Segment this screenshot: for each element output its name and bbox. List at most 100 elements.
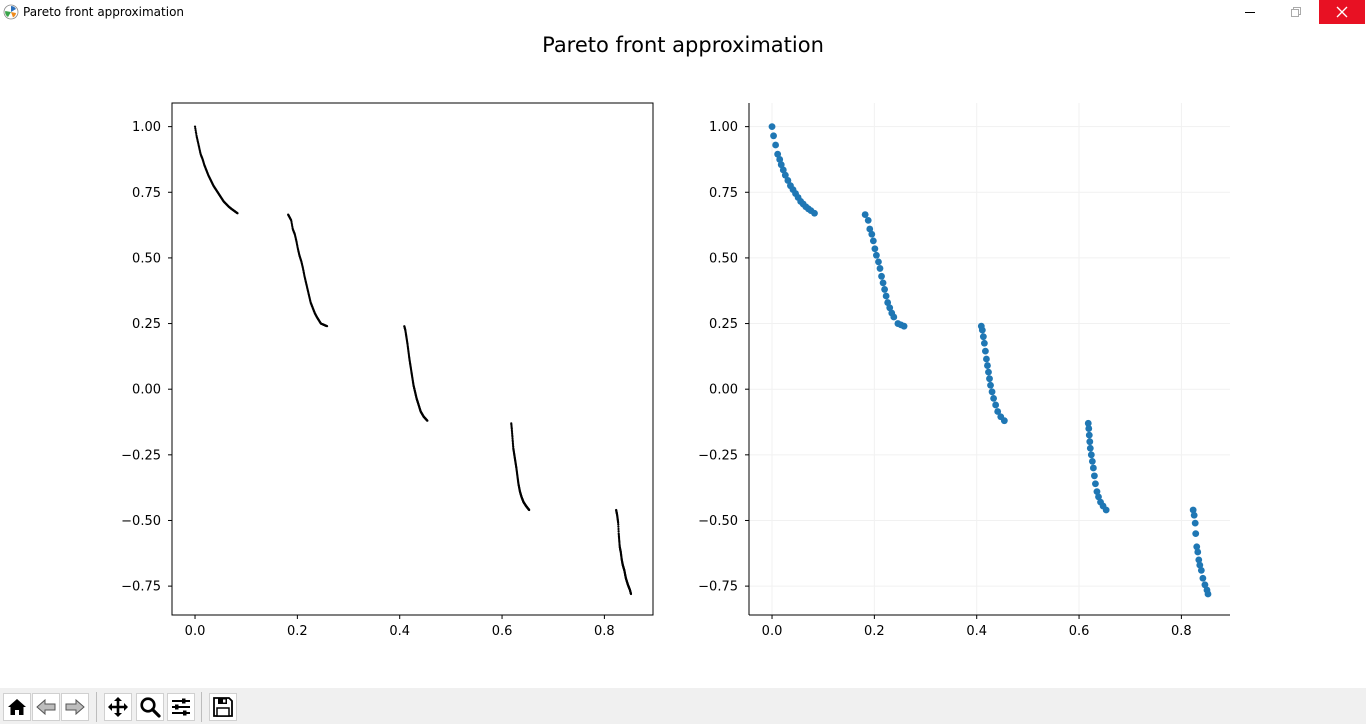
figure-canvas[interactable]: Pareto front approximation 0.0 0.2 0.4 0.6 0… — [0, 24, 1366, 688]
window-title: Pareto front approximation — [23, 5, 185, 19]
maximize-button[interactable] — [1273, 0, 1319, 24]
data-point — [882, 292, 890, 300]
home-icon — [8, 699, 26, 715]
data-point — [194, 129, 197, 132]
data-point — [1093, 488, 1101, 495]
data-points — [768, 123, 1212, 598]
data-point — [876, 265, 884, 272]
data-point — [528, 508, 531, 512]
y-tick-label: −0.25 — [121, 448, 161, 463]
zoom-button[interactable] — [136, 693, 164, 721]
data-point — [886, 304, 894, 312]
data-point — [781, 171, 789, 179]
data-point — [1102, 506, 1110, 514]
data-point — [869, 237, 877, 245]
data-point — [884, 299, 892, 306]
data-point — [1092, 480, 1099, 488]
data-point — [511, 432, 514, 435]
data-point — [980, 339, 988, 347]
data-point — [768, 123, 776, 131]
data-point — [236, 212, 239, 215]
data-point — [811, 209, 818, 217]
save-button[interactable] — [209, 693, 237, 721]
data-point — [617, 521, 620, 524]
data-point — [511, 442, 515, 445]
data-point — [873, 251, 880, 259]
data-point — [979, 333, 987, 341]
back-button[interactable] — [32, 693, 60, 721]
right-subplot: 0.0 0.2 0.4 0.6 0.8 −0.75 −0.50 −0.25 0.00 0.25 0.… — [698, 103, 1230, 639]
configure-subplots-button[interactable] — [167, 693, 195, 721]
y-tick-label: 0.75 — [132, 186, 161, 201]
data-point — [1085, 431, 1093, 439]
toolbar-separator — [201, 692, 202, 722]
minimize-icon — [1245, 12, 1255, 13]
data-point — [1088, 458, 1096, 465]
forward-button[interactable] — [61, 693, 89, 721]
data-point — [1086, 438, 1094, 446]
minimize-button[interactable] — [1227, 0, 1273, 24]
data-point — [983, 355, 990, 363]
tick-labels: 0.0 0.2 0.4 0.6 0.8 −0.75 −0.50 −0.25 0.00 0.25 0.… — [121, 120, 615, 639]
data-point — [510, 427, 513, 430]
data-point — [784, 177, 792, 184]
data-point — [617, 527, 620, 531]
y-tick-label: 0.50 — [132, 251, 161, 266]
y-tick-label: 0.25 — [709, 317, 738, 332]
y-tick-label: −0.50 — [121, 514, 161, 529]
close-button[interactable] — [1319, 0, 1365, 24]
navigation-toolbar — [0, 688, 1366, 724]
data-point — [777, 161, 785, 169]
data-point — [986, 375, 993, 383]
axes-spines — [171, 102, 654, 616]
data-point — [879, 279, 887, 287]
data-point — [1194, 548, 1202, 556]
y-tick-label: 0.00 — [709, 383, 738, 398]
data-point — [779, 166, 787, 174]
configure-subplots-icon — [172, 698, 190, 716]
data-point — [900, 322, 908, 330]
x-tick-label: 0.4 — [389, 624, 410, 639]
toolbar-separator — [96, 692, 97, 722]
pan-button[interactable] — [104, 693, 132, 721]
data-point — [772, 141, 780, 149]
data-point — [868, 230, 876, 238]
data-point — [881, 286, 889, 293]
x-tick-label: 0.2 — [864, 624, 885, 639]
data-point — [1086, 444, 1094, 452]
data-point — [864, 216, 872, 224]
data-point — [511, 435, 514, 438]
data-point — [510, 429, 513, 432]
data-point — [987, 381, 994, 389]
window-titlebar: Pareto front approximation — [0, 0, 1366, 24]
y-tick-label: −0.50 — [698, 514, 738, 529]
home-button[interactable] — [3, 693, 31, 721]
back-icon — [36, 698, 56, 716]
axes-frame — [171, 102, 654, 616]
data-point — [985, 368, 992, 376]
data-point — [629, 592, 633, 596]
pan-icon — [108, 697, 128, 717]
grid — [749, 103, 1230, 615]
data-point — [426, 419, 429, 422]
data-point — [511, 437, 514, 440]
x-tick-label: 0.2 — [287, 624, 308, 639]
y-tick-label: −0.25 — [698, 448, 738, 463]
data-point — [1090, 472, 1098, 480]
data-point — [510, 430, 514, 433]
y-tick-label: 0.75 — [709, 186, 738, 201]
data-point — [994, 408, 1002, 415]
figure-title: Pareto front approximation — [542, 33, 824, 57]
data-point — [194, 127, 197, 130]
data-point — [617, 523, 620, 526]
restore-icon — [1291, 7, 1301, 17]
data-point — [512, 445, 515, 448]
data-point — [866, 225, 874, 233]
data-point — [861, 211, 869, 218]
data-point — [1197, 566, 1205, 574]
data-point — [1195, 556, 1203, 564]
data-point — [871, 245, 879, 253]
y-tick-label: 0.00 — [132, 383, 161, 398]
x-tick-label: 0.0 — [185, 624, 206, 639]
data-point — [770, 132, 777, 140]
